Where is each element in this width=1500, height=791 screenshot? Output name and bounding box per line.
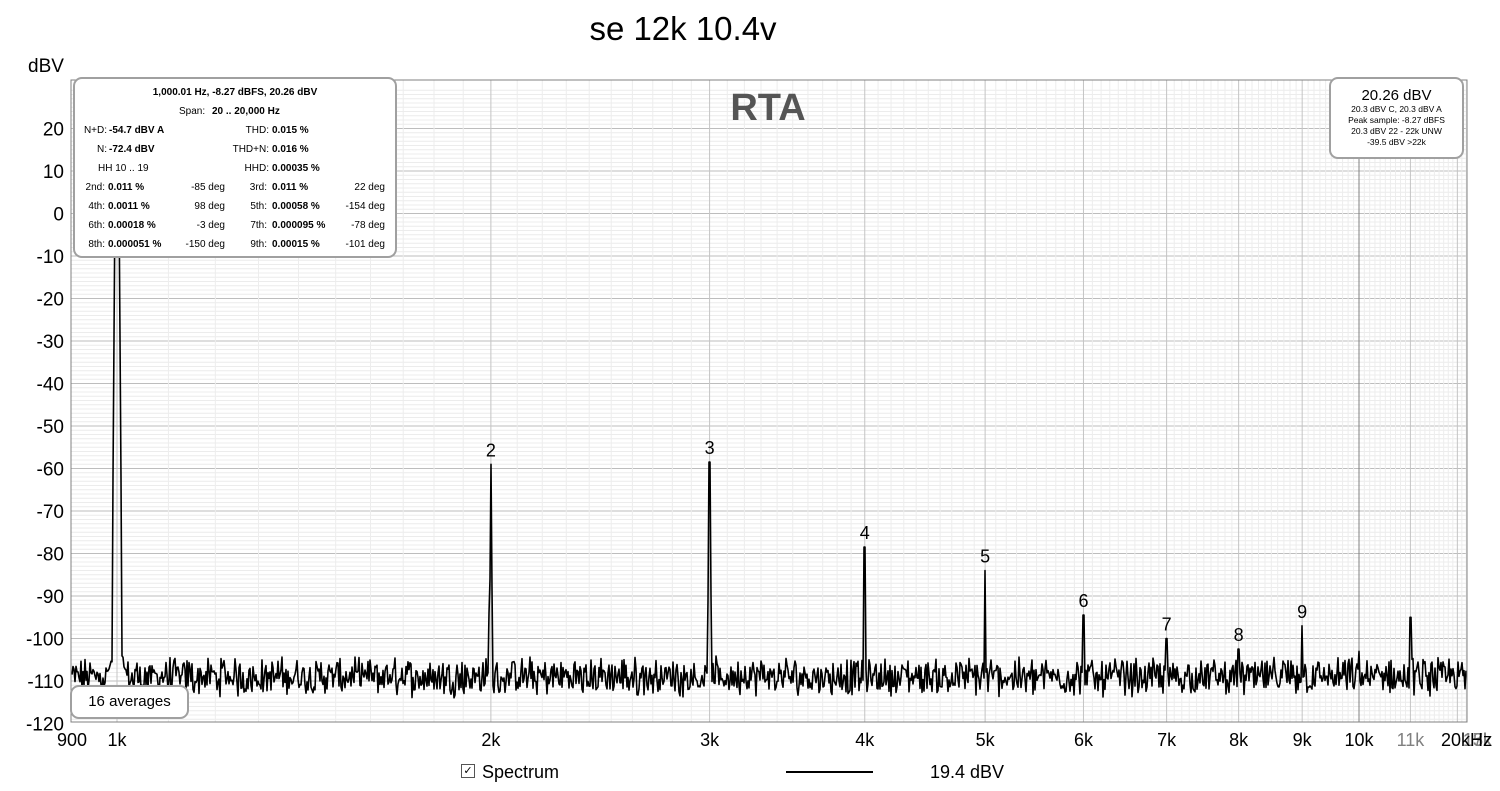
hh-label: HH 10 .. 19: [98, 163, 149, 174]
x-tick-label: 11k: [1397, 730, 1426, 750]
harmonic-percent: 0.011 %: [108, 182, 145, 193]
x-tick-label: 3k: [700, 730, 720, 750]
x-tick-label: 2k: [481, 730, 501, 750]
x-tick-label: 900: [57, 730, 87, 750]
x-tick-label: 9k: [1293, 730, 1313, 750]
level-peak-sample: Peak sample: -8.27 dBFS: [1348, 115, 1445, 125]
level-main-value: 20.26 dBV: [1361, 87, 1432, 104]
x-tick-label: 6k: [1074, 730, 1094, 750]
averages-box[interactable]: 16 averages: [70, 685, 189, 719]
harmonic-number-label: 2: [486, 440, 496, 460]
legend-series-name: Spectrum: [482, 762, 560, 782]
harmonics-header: 1,000.01 Hz, -8.27 dBFS, 20.26 dBV: [152, 87, 318, 98]
harmonic-percent: 0.000051 %: [108, 239, 162, 250]
x-tick-label: 17k: [1463, 730, 1493, 750]
y-tick-label: -90: [37, 587, 64, 608]
x-tick-label: 13k: [1463, 730, 1493, 750]
thdn-label: THD+N:: [232, 144, 269, 155]
level-meter-box[interactable]: 20.26 dBV 20.3 dBV C, 20.3 dBV A Peak sa…: [1329, 77, 1464, 159]
hhd-label: HHD:: [244, 163, 269, 174]
x-tick-label: 8k: [1229, 730, 1249, 750]
harmonic-percent: 0.011 %: [272, 182, 309, 193]
harmonic-phase: -3 deg: [196, 220, 225, 231]
harmonic-order-label: 8th:: [88, 239, 105, 250]
axes: 10 0 -10 -20 -30 -40 -50 -60 -70 -80 -90 -100 -110 -1…: [26, 79, 1493, 750]
harmonic-percent: 0.00015 %: [272, 239, 320, 250]
x-tick-label: 1k: [107, 730, 127, 750]
spectrum-trace: [71, 126, 1467, 699]
legend: ✓ Spectrum 19.4 dBV: [0, 760, 1500, 786]
span-value: 20 .. 20,000 Hz: [212, 106, 280, 117]
y-tick-label: 0: [53, 205, 64, 226]
harmonic-percent: 0.00058 %: [272, 201, 320, 212]
harmonic-number-label: 3: [705, 438, 715, 458]
y-tick-label: -50: [37, 417, 64, 438]
y-tick-label: -80: [37, 545, 64, 566]
harmonic-number-label: 9: [1297, 602, 1307, 622]
y-tick-label: -60: [37, 460, 64, 481]
level-above-22k: -39.5 dBV >22k: [1367, 137, 1426, 147]
plot-frame: [70, 79, 1468, 723]
x-tick-label: 5k: [976, 730, 996, 750]
harmonic-number-label: 5: [980, 547, 990, 567]
harmonic-phase: -150 deg: [185, 239, 225, 250]
span-label: Span:: [179, 106, 206, 117]
n-value: -72.4 dBV: [109, 144, 155, 155]
y-tick-label: -20: [37, 290, 64, 311]
thd-label: THD:: [245, 125, 269, 136]
harmonic-order-label: 3rd:: [249, 182, 267, 193]
y-tick-label: 10: [43, 162, 64, 183]
y-tick-label: -100: [26, 630, 64, 651]
y-tick-label: -110: [27, 672, 64, 693]
y-tick-label: 20: [43, 120, 64, 141]
harmonic-order-label: 2nd:: [85, 182, 105, 193]
harmonic-number-label: 6: [1078, 591, 1088, 611]
harmonic-order-label: 9th:: [250, 239, 267, 250]
harmonic-phase: -85 deg: [191, 182, 225, 193]
level-unweighted: 20.3 dBV 22 - 22k UNW: [1351, 126, 1442, 136]
x-tick-label: 15k: [1463, 730, 1493, 750]
harmonics-info-box[interactable]: 1,000.01 Hz, -8.27 dBFS, 20.26 dBV Span:…: [73, 77, 397, 258]
rta-watermark: RTA: [730, 87, 805, 129]
harmonic-percent: 0.000095 %: [272, 220, 326, 231]
harmonic-percent: 0.00018 %: [108, 220, 156, 231]
hhd-value: 0.00035 %: [272, 163, 320, 174]
harmonic-order-label: 7th:: [250, 220, 267, 231]
spectrum-checkbox[interactable]: ✓: [461, 764, 475, 778]
harmonic-phase: -154 deg: [345, 201, 385, 212]
harmonic-number-label: 7: [1162, 615, 1172, 635]
nd-value: -54.7 dBV A: [109, 125, 165, 136]
harmonic-phase: 22 deg: [354, 182, 385, 193]
x-tick-label: 20kHz: [1441, 730, 1492, 750]
harmonic-order-label: 4th:: [88, 201, 105, 212]
x-tick-label: 7k: [1157, 730, 1177, 750]
thd-value: 0.015 %: [272, 125, 309, 136]
y-tick-label: -40: [37, 375, 64, 396]
harmonic-phase: -101 deg: [345, 239, 385, 250]
y-tick-label: -10: [37, 247, 64, 268]
harmonic-order-label: 5th:: [250, 201, 267, 212]
spectrum-trace-group: [71, 126, 1467, 699]
x-tick-label: 10k: [1344, 730, 1374, 750]
legend-series-value: 19.4 dBV: [930, 762, 1005, 782]
thdn-value: 0.016 %: [272, 144, 309, 155]
y-axis-unit-label: dBV: [28, 56, 64, 77]
nd-label: N+D:: [83, 125, 107, 136]
y-tick-label: -70: [37, 502, 64, 523]
harmonic-number-label: 8: [1234, 625, 1244, 645]
y-tick-label: -120: [26, 715, 64, 736]
harmonic-order-label: 6th:: [88, 220, 105, 231]
chart-title: se 12k 10.4v: [589, 10, 777, 47]
level-weighted-readout: 20.3 dBV C, 20.3 dBV A: [1351, 104, 1442, 114]
y-tick-label: -30: [37, 332, 64, 353]
harmonic-phase: -78 deg: [351, 220, 385, 231]
legend-line-swatch: [786, 771, 873, 773]
x-tick-label: 4k: [855, 730, 875, 750]
harmonic-number-label: 4: [860, 523, 870, 543]
n-label: N:: [97, 144, 107, 155]
harmonic-percent: 0.0011 %: [108, 201, 150, 212]
harmonic-phase: 98 deg: [194, 201, 225, 212]
